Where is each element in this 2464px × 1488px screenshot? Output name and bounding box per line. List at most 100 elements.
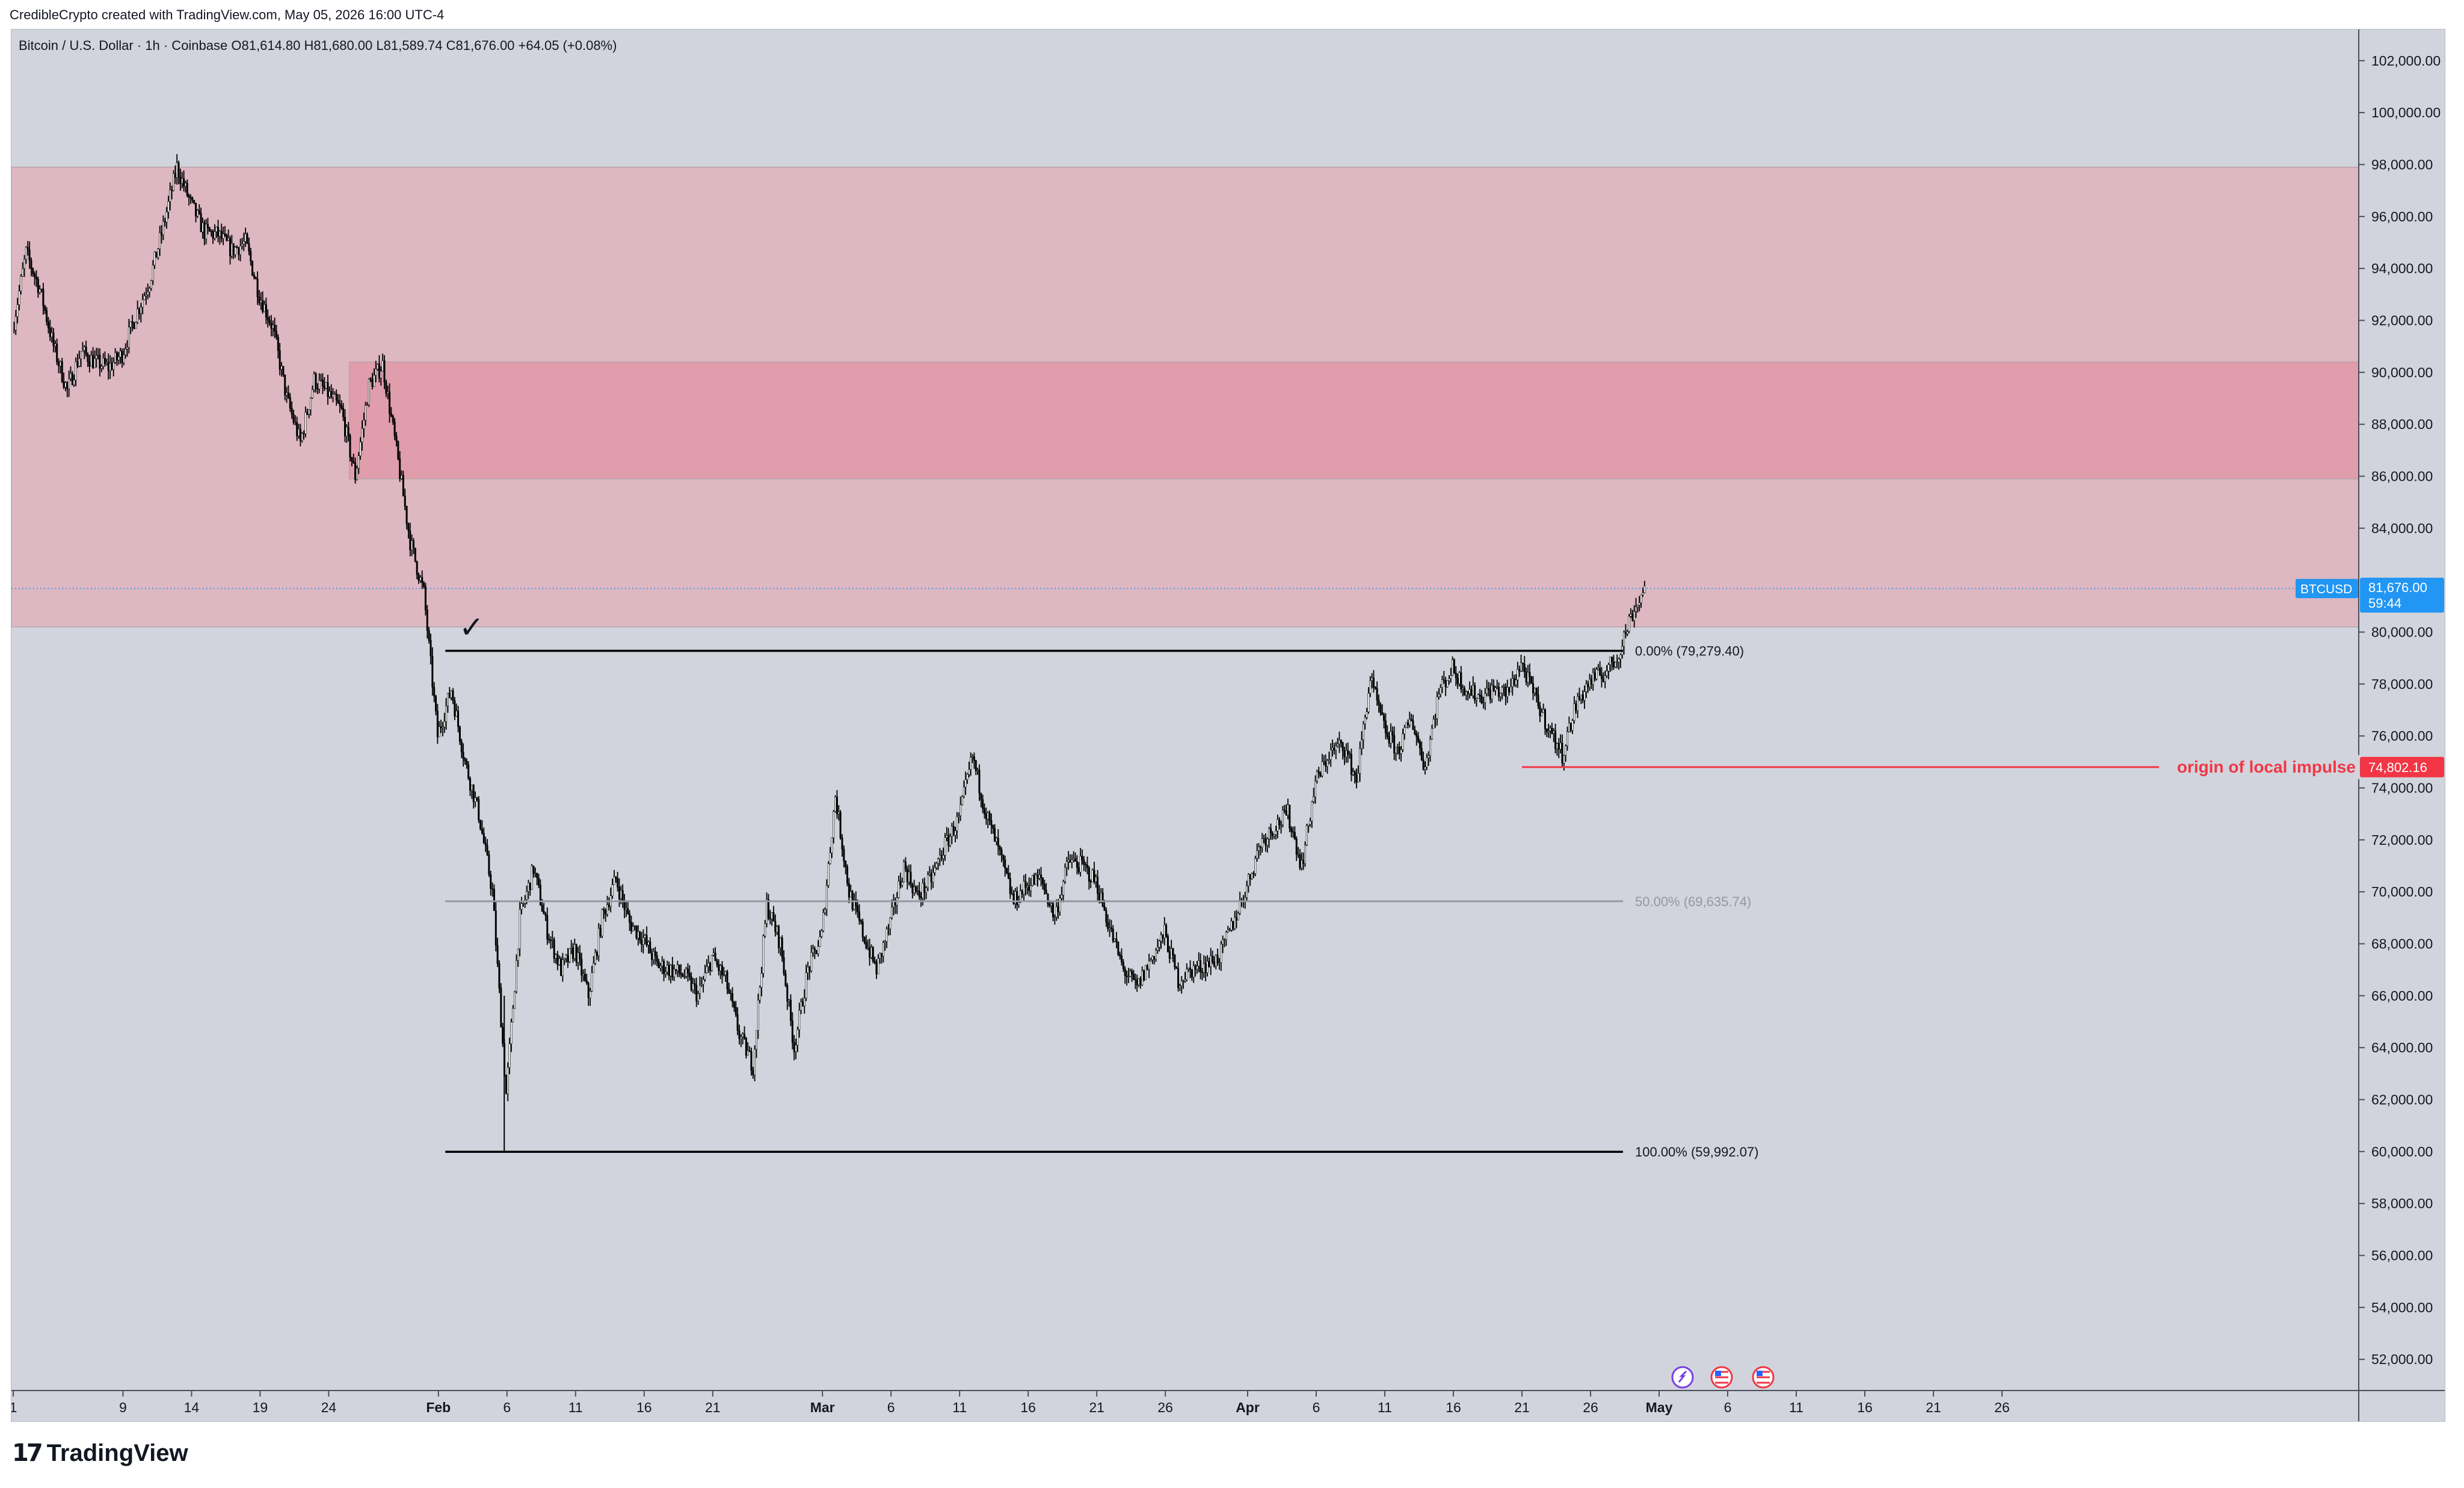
candle-body xyxy=(246,233,248,244)
candle-body xyxy=(81,350,84,352)
y-tick-label: 58,000.00 xyxy=(2371,1196,2433,1211)
candle-body xyxy=(591,972,593,992)
candle-body xyxy=(1249,874,1251,879)
candle-body xyxy=(157,249,159,258)
candle-body xyxy=(454,700,456,717)
origin-impulse-label: origin of local impulse xyxy=(2177,758,2356,776)
candle-body xyxy=(1163,925,1166,939)
y-tick-label: 78,000.00 xyxy=(2371,676,2433,692)
candle-body xyxy=(1349,753,1351,755)
candle-body xyxy=(1422,759,1424,770)
candle-body xyxy=(328,391,331,397)
candle-body xyxy=(649,942,651,954)
candle-body xyxy=(85,347,87,355)
candle-body xyxy=(287,392,289,398)
candle-body xyxy=(1496,687,1498,688)
candle-body xyxy=(1431,728,1433,739)
candle-body xyxy=(611,884,614,897)
candle-body xyxy=(1069,859,1071,863)
candle-body xyxy=(433,687,436,697)
candle-body xyxy=(692,983,694,990)
candle-body xyxy=(1465,691,1467,696)
candle-body xyxy=(469,778,472,791)
candle-body xyxy=(184,182,186,187)
candle-body xyxy=(798,1010,801,1030)
candle-body xyxy=(1624,632,1627,634)
candle-body xyxy=(375,369,377,375)
candle-body xyxy=(306,412,309,415)
candle-body xyxy=(1156,946,1159,951)
candle-body xyxy=(1184,979,1186,981)
candle-body xyxy=(1031,875,1033,886)
symbol-info-change: +64.05 (+0.08%) xyxy=(519,38,617,53)
candle-body xyxy=(760,973,763,988)
candle-body xyxy=(368,378,370,406)
candle-body xyxy=(1088,867,1090,882)
candle-body xyxy=(1285,810,1287,815)
candle-body xyxy=(666,965,668,972)
candle-body xyxy=(1623,632,1625,647)
x-tick-label: 21 xyxy=(705,1400,721,1415)
candle-body xyxy=(438,726,440,738)
countdown-label: 59:44 xyxy=(2368,596,2401,611)
candle-body xyxy=(1314,780,1317,797)
candle-body xyxy=(1508,687,1511,693)
candle-body xyxy=(1053,916,1056,918)
candle-body xyxy=(1186,969,1188,980)
candle-body xyxy=(1230,921,1233,930)
candle-body xyxy=(140,307,142,314)
candle-body xyxy=(1505,686,1507,697)
candle-body xyxy=(1554,730,1557,749)
candle-body xyxy=(886,928,888,942)
candle-body xyxy=(464,758,466,761)
candle-body xyxy=(1254,858,1257,874)
candle-body xyxy=(25,247,27,260)
candle-body xyxy=(1489,690,1491,700)
x-tick-label: 19 xyxy=(253,1400,268,1415)
candle-body xyxy=(107,362,109,371)
candle-body xyxy=(899,881,902,886)
candle-body xyxy=(507,1067,509,1094)
candle-body xyxy=(1527,671,1529,683)
candle-body xyxy=(354,463,357,480)
candle-body xyxy=(1000,850,1003,855)
candle-body xyxy=(1326,760,1329,767)
candle-body xyxy=(498,963,500,989)
candle-body xyxy=(783,957,785,974)
candle-body xyxy=(1076,861,1078,868)
candle-body xyxy=(393,421,396,436)
candle-body xyxy=(807,966,809,973)
candle-body xyxy=(54,344,57,347)
candle-body xyxy=(1403,727,1406,735)
candle-body xyxy=(1428,755,1430,758)
price-chart[interactable]: 52,000.00 54,000.00 56,000.00 58,000.00 60,0… xyxy=(11,29,2445,1421)
candle-body xyxy=(1225,931,1227,940)
candle-body xyxy=(964,779,967,788)
x-tick-label: May xyxy=(1646,1400,1673,1415)
candle-body xyxy=(1390,731,1392,744)
candle-body xyxy=(111,363,113,370)
candle-body xyxy=(911,884,914,894)
supply-zone-inner xyxy=(348,361,2359,480)
candle-body xyxy=(275,331,277,338)
candle-body xyxy=(1569,723,1572,731)
candle-body xyxy=(1162,934,1164,939)
candle-body xyxy=(819,936,821,947)
x-tick-label: 11 xyxy=(1378,1400,1392,1415)
candle-body xyxy=(1129,971,1132,977)
candle-body xyxy=(1126,975,1128,977)
x-tick-label: 14 xyxy=(184,1400,200,1415)
candle-body xyxy=(450,690,452,698)
candle-body xyxy=(1480,696,1483,703)
candle-body xyxy=(671,965,674,977)
chart-frame[interactable]: 52,000.00 54,000.00 56,000.00 58,000.00 60,0… xyxy=(11,29,2445,1422)
candle-body xyxy=(260,300,262,303)
candle-body xyxy=(242,241,245,245)
candle-body xyxy=(381,360,384,372)
candle-body xyxy=(956,816,958,832)
candle-body xyxy=(1289,804,1291,829)
candle-body xyxy=(926,874,929,888)
candle-body xyxy=(128,327,130,348)
x-tick-label: 11 xyxy=(952,1400,967,1415)
candle-body xyxy=(538,877,540,886)
